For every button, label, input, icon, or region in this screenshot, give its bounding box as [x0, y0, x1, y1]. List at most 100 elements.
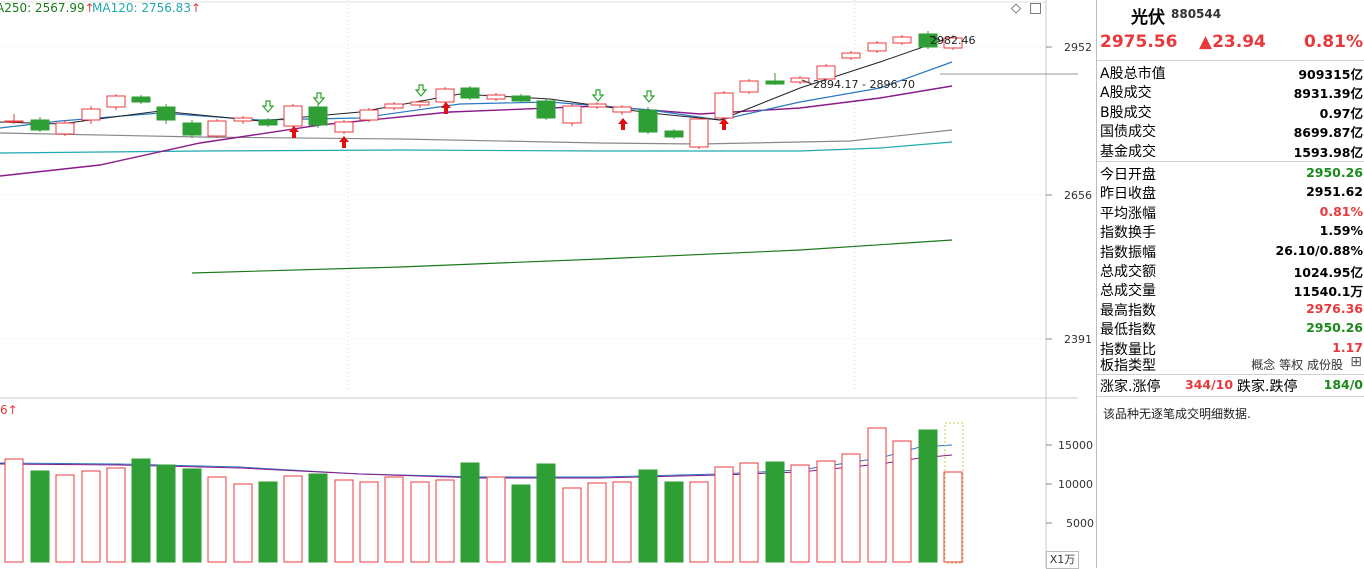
link-constituents[interactable]: 成份股 [1306, 358, 1343, 372]
diamond-icon[interactable]: ◇ [1011, 1, 1021, 16]
candle[interactable] [359, 109, 379, 121]
volume-bar[interactable] [790, 464, 810, 563]
volume-bar[interactable] [334, 479, 354, 563]
ma60-line [0, 129, 953, 145]
volume-bar[interactable] [943, 471, 963, 563]
stat-row: 平均涨幅 0.81% [1097, 202, 1364, 222]
divider [1097, 60, 1364, 61]
candle[interactable] [30, 119, 50, 131]
candle[interactable] [106, 95, 126, 108]
candle[interactable] [739, 80, 759, 93]
candle[interactable] [182, 122, 202, 136]
volume-bar[interactable] [664, 481, 684, 563]
volume-bar[interactable] [486, 476, 506, 563]
candle[interactable] [4, 120, 24, 123]
stat-row: 基金成交 1593.98亿 [1097, 140, 1364, 160]
candle[interactable] [233, 117, 253, 122]
stat-row: 最低指数 2950.26 [1097, 318, 1364, 338]
candle[interactable] [790, 77, 810, 83]
volume-bar[interactable] [612, 481, 632, 563]
volume-bar[interactable] [4, 458, 24, 563]
volume-bar[interactable] [892, 440, 912, 563]
volume-bar[interactable] [511, 484, 531, 563]
candle[interactable] [384, 103, 404, 109]
volume-bar[interactable] [638, 469, 658, 563]
volume-bar[interactable] [739, 462, 759, 563]
candle[interactable] [410, 101, 430, 106]
candle[interactable] [283, 105, 303, 127]
candle[interactable] [612, 106, 632, 113]
volume-bar[interactable] [384, 476, 404, 563]
volume-bar[interactable] [55, 474, 75, 563]
candle[interactable] [156, 106, 176, 121]
candle[interactable] [435, 88, 455, 103]
volume-bar[interactable] [359, 481, 379, 563]
volume-bar[interactable] [714, 466, 734, 563]
volume-bar[interactable] [106, 467, 126, 563]
kline-chart[interactable]: 2894.17 - 2896.70 2982.46 [0, 0, 1096, 568]
volume-bar[interactable] [258, 481, 278, 563]
volume-unit-button[interactable]: X1万 [1046, 551, 1079, 569]
candle[interactable] [816, 65, 836, 80]
candle[interactable] [486, 94, 506, 100]
candle[interactable] [562, 105, 582, 124]
candle[interactable] [892, 36, 912, 44]
candle[interactable] [308, 106, 328, 126]
candle[interactable] [867, 42, 887, 52]
candle[interactable] [765, 80, 785, 85]
volume-bar[interactable] [460, 462, 480, 563]
volume-bar[interactable] [207, 476, 227, 563]
candle[interactable] [587, 103, 607, 108]
candle[interactable] [638, 109, 658, 133]
volume-bar[interactable] [131, 458, 151, 563]
volume-bar[interactable] [156, 464, 176, 563]
candle[interactable] [81, 108, 101, 121]
candle[interactable] [131, 96, 151, 103]
candle[interactable] [55, 122, 75, 135]
volume-bar[interactable] [867, 427, 887, 563]
volume-bar[interactable] [816, 460, 836, 563]
stat-label: 指数换手 [1100, 225, 1156, 242]
candle[interactable] [841, 52, 861, 59]
divider [1097, 160, 1364, 162]
candle[interactable] [536, 100, 556, 119]
volume-bar[interactable] [81, 470, 101, 563]
price-axis-label: 2952 [1064, 41, 1092, 54]
sector-links[interactable]: 概念 等权 成份股 [1251, 356, 1343, 373]
quote-panel: 光伏 880544 2975.56 ▲23.94 0.81% A股总市值 9093… [1096, 0, 1364, 568]
candle[interactable] [664, 130, 684, 138]
candle[interactable] [511, 95, 531, 102]
candle[interactable] [334, 121, 354, 133]
volume-bar[interactable] [841, 453, 861, 563]
volume-bar[interactable] [587, 482, 607, 563]
volume-bar[interactable] [536, 463, 556, 563]
divider [1097, 396, 1364, 397]
link-equal-weight[interactable]: 等权 [1279, 358, 1304, 372]
stat-row: 最高指数 2976.36 [1097, 299, 1364, 319]
grid-icon[interactable]: ⊞ [1350, 354, 1362, 370]
volume-bar[interactable] [182, 468, 202, 563]
link-concept[interactable]: 概念 [1251, 358, 1276, 372]
candle[interactable] [460, 87, 480, 99]
pct-change: 0.81% [1304, 32, 1363, 52]
volume-bar[interactable] [562, 487, 582, 563]
volume-bar[interactable] [308, 473, 328, 563]
stat-value: 2951.62 [1306, 184, 1363, 200]
sell-signal-icon [642, 90, 656, 103]
volume-bar[interactable] [233, 483, 253, 563]
volume-bar[interactable] [435, 479, 455, 563]
ma120-label: MA120: 2756.83↑ [92, 1, 202, 15]
window-icon[interactable]: □ [1029, 0, 1043, 16]
volume-bar[interactable] [689, 481, 709, 563]
candle[interactable] [258, 119, 278, 126]
candle[interactable] [207, 120, 227, 137]
volume-bar[interactable] [765, 461, 785, 563]
candle[interactable] [689, 118, 709, 148]
stat-value: 8931.39亿 [1293, 86, 1363, 102]
candle[interactable] [943, 37, 963, 49]
volume-bar[interactable] [410, 481, 430, 563]
volume-bar[interactable] [918, 429, 938, 563]
volume-bar[interactable] [30, 470, 50, 563]
candle[interactable] [714, 92, 734, 119]
volume-bar[interactable] [283, 475, 303, 563]
